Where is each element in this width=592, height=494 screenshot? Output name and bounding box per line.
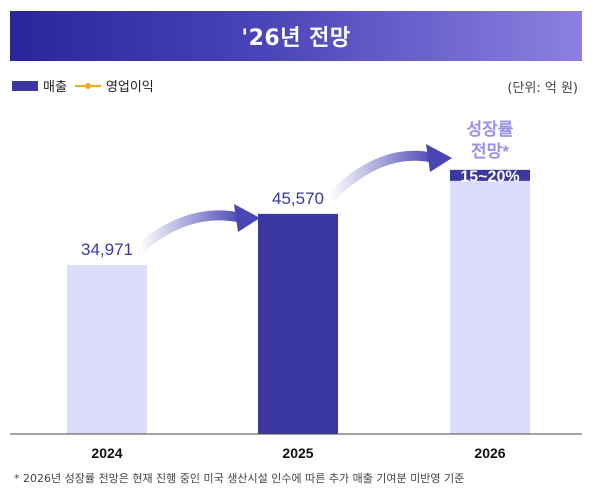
- x-tick-label-2024: 2024: [91, 445, 122, 461]
- data-label-2025: 45,570: [272, 189, 324, 208]
- growth-arrow-1: [135, 204, 260, 253]
- legend-label-operating-profit: 영업이익: [105, 80, 154, 95]
- x-tick-label-2025: 2025: [282, 445, 313, 461]
- growth-forecast-label-line-2: 전망*: [471, 142, 509, 161]
- legend-swatch-revenue: [12, 80, 38, 91]
- legend-label-revenue: 매출: [43, 80, 67, 95]
- data-label-2024: 34,971: [81, 240, 133, 259]
- bar-2026-callout: [450, 169, 530, 181]
- legend-item-operating-profit: 영업이익: [74, 76, 154, 95]
- legend-swatch-operating-profit: [74, 82, 101, 89]
- bar-2026-base: [450, 180, 530, 434]
- bar-2024: [67, 265, 147, 434]
- legend-item-revenue: 매출: [12, 76, 67, 95]
- growth-arrow-2: [325, 144, 452, 203]
- page-title: '26년 전망: [241, 26, 351, 51]
- bar-2025: [258, 213, 338, 434]
- growth-forecast-label-line-1: 성장률: [467, 120, 514, 139]
- title-bar: '26년 전망: [10, 11, 582, 61]
- unit-label: (단위: 억 원): [507, 81, 578, 96]
- callout-label: 15~20%: [460, 168, 519, 185]
- x-tick-label-2026: 2026: [474, 445, 505, 461]
- legend: 매출 영업이익: [12, 76, 162, 95]
- footnote: * 2026년 성장률 전망은 현재 진행 중인 미국 생산시설 인수에 따른 …: [14, 472, 465, 485]
